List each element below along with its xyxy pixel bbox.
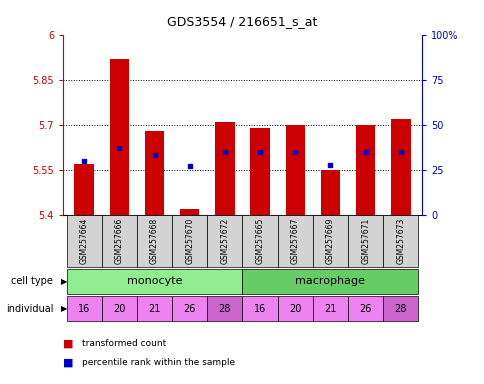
Bar (355, 125, 375, 215)
Bar (391, 119, 409, 215)
Text: 28: 28 (394, 304, 406, 314)
Text: monocyte: monocyte (126, 276, 182, 286)
Bar (242, 215, 277, 267)
Text: GSM257666: GSM257666 (115, 218, 123, 264)
Bar (136, 215, 172, 267)
Bar (136, 296, 172, 321)
Bar (382, 215, 418, 267)
Text: 28: 28 (218, 304, 230, 314)
Text: GSM257664: GSM257664 (79, 218, 89, 264)
Text: GSM257671: GSM257671 (361, 218, 369, 264)
Bar (172, 215, 207, 267)
Bar (348, 296, 382, 321)
Text: GSM257669: GSM257669 (325, 218, 334, 264)
Text: GSM257665: GSM257665 (255, 218, 264, 264)
Bar (172, 296, 207, 321)
Bar (277, 296, 312, 321)
Text: 20: 20 (288, 304, 301, 314)
Bar (242, 296, 277, 321)
Text: cell type: cell type (12, 276, 53, 286)
Bar (277, 215, 312, 267)
Text: GSM257670: GSM257670 (185, 218, 194, 264)
Bar (215, 122, 234, 215)
Text: macrophage: macrophage (295, 276, 365, 286)
Text: GDS3554 / 216651_s_at: GDS3554 / 216651_s_at (167, 15, 317, 28)
Bar (312, 215, 348, 267)
Bar (75, 164, 93, 215)
Text: GSM257668: GSM257668 (150, 218, 159, 264)
Bar (242, 269, 418, 294)
Text: GSM257667: GSM257667 (290, 218, 299, 264)
Bar (312, 296, 348, 321)
Text: percentile rank within the sample: percentile rank within the sample (82, 358, 235, 367)
Bar (66, 269, 242, 294)
Text: 20: 20 (113, 304, 125, 314)
Text: individual: individual (6, 304, 53, 314)
Text: 21: 21 (148, 304, 160, 314)
Bar (180, 209, 199, 215)
Bar (207, 215, 242, 267)
Text: 16: 16 (78, 304, 90, 314)
Bar (145, 131, 164, 215)
Bar (320, 170, 339, 215)
Text: GSM257673: GSM257673 (395, 218, 405, 264)
Bar (250, 128, 269, 215)
Bar (207, 296, 242, 321)
Text: 16: 16 (254, 304, 266, 314)
Text: GSM257672: GSM257672 (220, 218, 229, 264)
Bar (66, 215, 102, 267)
Text: ▶: ▶ (60, 305, 67, 313)
Bar (348, 215, 382, 267)
Bar (66, 296, 102, 321)
Text: transformed count: transformed count (82, 339, 166, 348)
Text: ■: ■ (63, 339, 74, 349)
Bar (102, 296, 136, 321)
Text: 26: 26 (359, 304, 371, 314)
Bar (102, 215, 136, 267)
Bar (109, 59, 129, 215)
Text: 21: 21 (324, 304, 336, 314)
Text: 26: 26 (183, 304, 196, 314)
Bar (382, 296, 418, 321)
Text: ■: ■ (63, 358, 74, 368)
Bar (285, 125, 304, 215)
Text: ▶: ▶ (60, 277, 67, 286)
